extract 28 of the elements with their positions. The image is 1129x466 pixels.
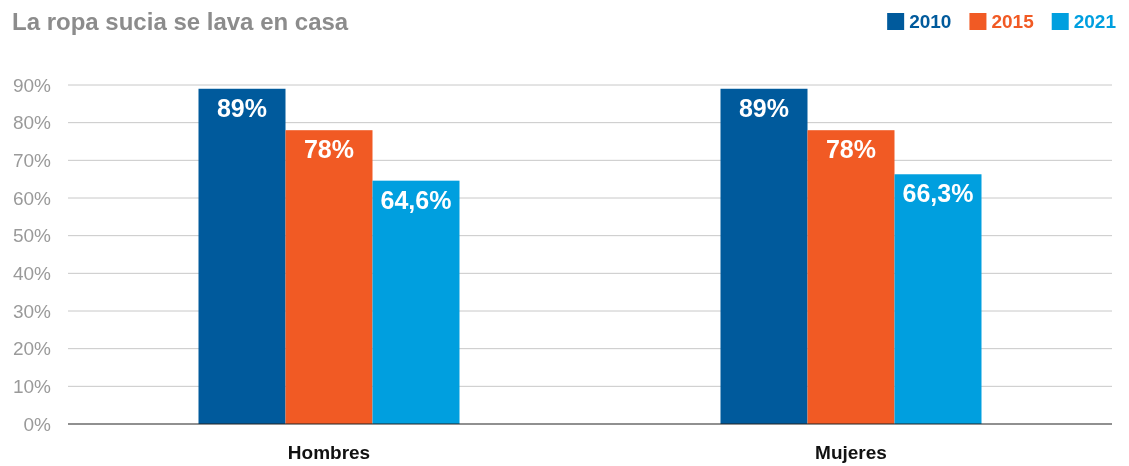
y-tick-label: 60% — [12, 187, 52, 209]
y-tick-label: 30% — [12, 300, 52, 322]
data-label: 66,3% — [902, 179, 974, 208]
legend-label: 2010 — [909, 11, 952, 32]
x-tick-label: Hombres — [287, 442, 371, 464]
y-tick-label: 20% — [12, 338, 52, 360]
y-tick-label: 90% — [12, 74, 52, 96]
y-tick-label: 0% — [23, 413, 52, 435]
x-tick-label: Mujeres — [815, 442, 887, 464]
data-label: 89% — [738, 93, 790, 122]
bar — [894, 174, 982, 424]
bar — [807, 130, 895, 424]
y-tick-label: 50% — [12, 225, 52, 247]
bar — [285, 130, 373, 424]
chart-title: La ropa sucia se lava en casa — [12, 8, 349, 35]
bar — [372, 180, 460, 424]
y-tick-label: 40% — [12, 262, 52, 284]
legend-label: 2021 — [1073, 11, 1117, 32]
data-label: 78% — [825, 135, 877, 164]
y-tick-label: 80% — [12, 112, 52, 134]
data-label: 89% — [216, 93, 268, 122]
y-tick-label: 10% — [12, 375, 52, 397]
legend-label: 2015 — [991, 11, 1035, 32]
data-label: 64,6% — [380, 185, 452, 214]
data-label: 78% — [303, 135, 355, 164]
y-tick-label: 70% — [12, 149, 52, 171]
bar — [720, 88, 808, 424]
bar — [198, 88, 286, 424]
